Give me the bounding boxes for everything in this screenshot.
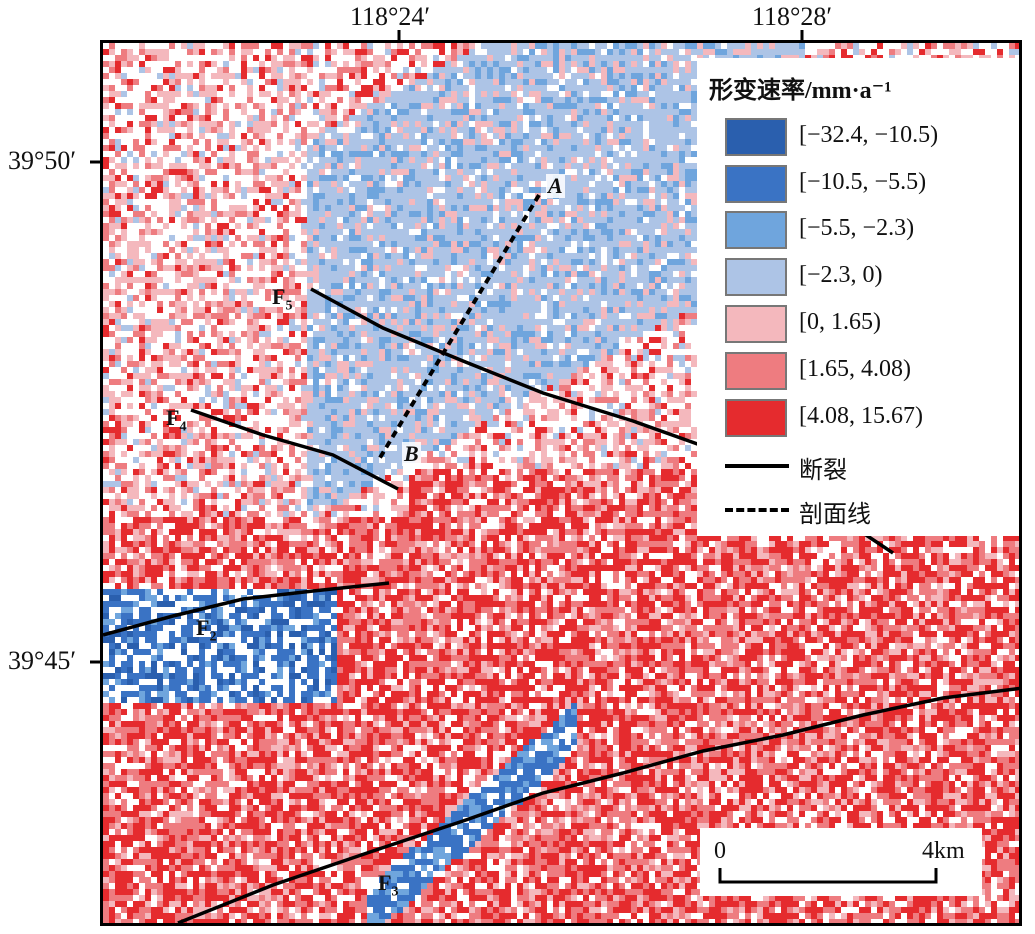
fault-line-f2 (103, 581, 390, 637)
legend-item-label: [1.65, 4.08) (799, 356, 911, 382)
legend-item-label: [−5.5, −2.3) (799, 215, 915, 241)
fault-label-f4: F4 (166, 405, 187, 435)
profile-point-a: A (546, 173, 565, 198)
profile-line-ab (376, 193, 541, 463)
legend-item-label: [−32.4, −10.5) (799, 122, 939, 148)
legend-fault-label: 断裂 (799, 458, 847, 484)
lon-tick-label: 118°28′ (752, 2, 833, 31)
scale-bar: 0 4km (700, 828, 982, 896)
legend-item-label: [0, 1.65) (799, 309, 881, 335)
scale-end-label: 4km (922, 838, 965, 864)
scale-start-label: 0 (714, 838, 726, 864)
scale-bar-line (718, 868, 938, 884)
profile-point-b: B (402, 441, 421, 466)
legend-swatch (725, 211, 787, 249)
legend-item-label: [−10.5, −5.5) (799, 169, 927, 195)
fault-label-f2: F2 (196, 615, 217, 645)
legend-swatch (725, 352, 787, 390)
lat-tick-label: 39°50′ (8, 146, 77, 175)
lat-tick-label: 39°45′ (8, 646, 77, 675)
profile-line-icon (725, 508, 789, 512)
legend: 形变速率/mm·a⁻¹ [−32.4, −10.5) [−10.5, −5.5)… (697, 58, 1019, 536)
legend-title: 形变速率/mm·a⁻¹ (709, 78, 892, 104)
legend-swatch (725, 258, 787, 296)
lon-tick-label: 118°24′ (350, 2, 431, 31)
fault-line-f4 (190, 408, 399, 491)
fault-label-f5: F5 (272, 284, 293, 314)
fault-label-f3: F3 (378, 870, 399, 900)
legend-swatch (725, 399, 787, 437)
legend-item-label: [4.08, 15.67) (799, 403, 923, 429)
legend-swatch (725, 305, 787, 343)
fault-line-icon (725, 464, 789, 468)
legend-profile-label: 剖面线 (799, 502, 871, 528)
legend-swatch (725, 118, 787, 156)
legend-item-label: [−2.3, 0) (799, 262, 883, 288)
fault-line-f3 (177, 686, 1019, 923)
fault-lines (103, 193, 1019, 923)
legend-swatch (725, 165, 787, 203)
